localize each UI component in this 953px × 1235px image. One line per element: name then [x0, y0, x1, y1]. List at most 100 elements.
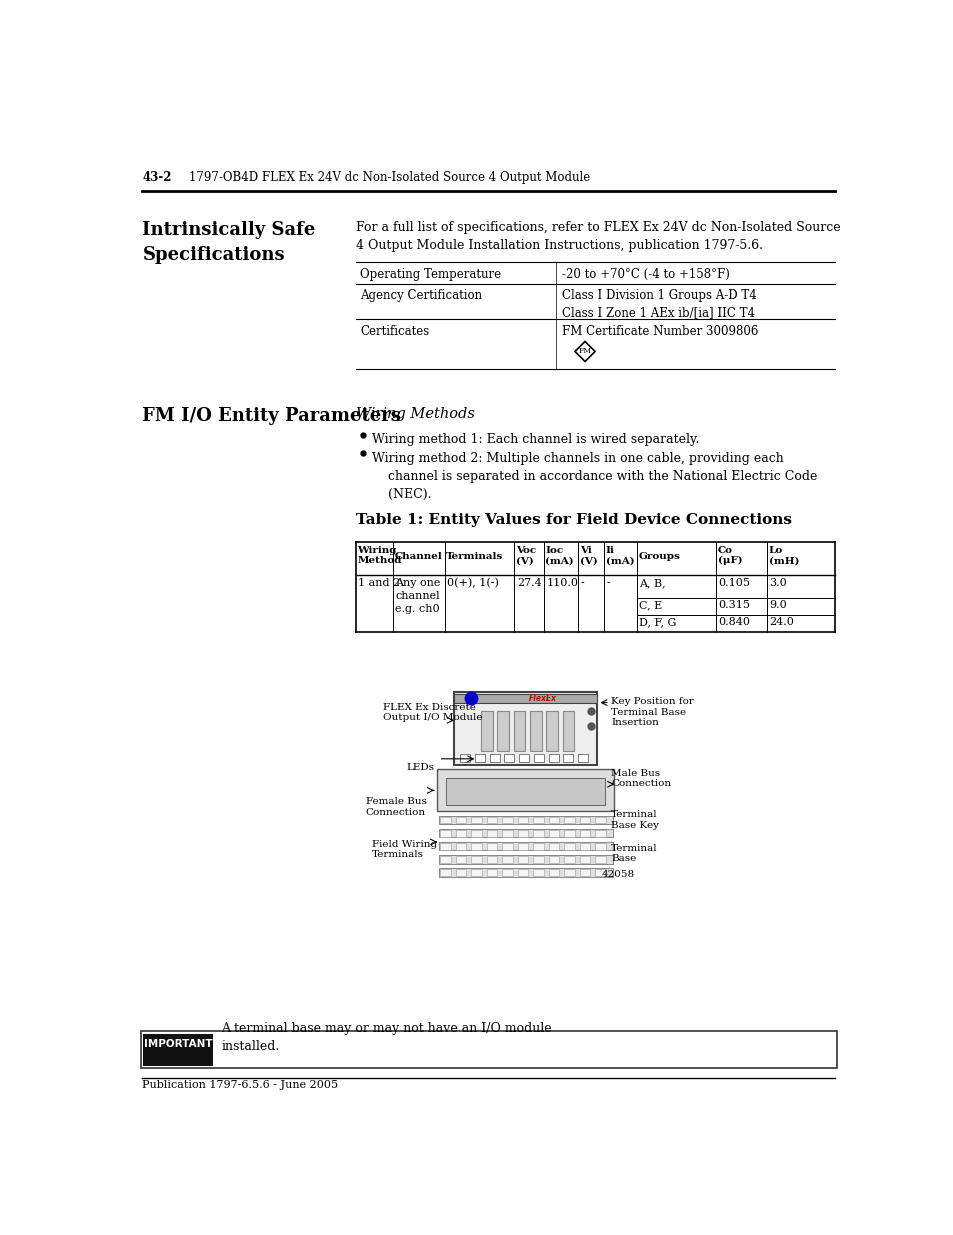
Text: 9.0: 9.0	[769, 600, 786, 610]
Text: Key Position for
Terminal Base
Insertion: Key Position for Terminal Base Insertion	[611, 698, 694, 727]
FancyBboxPatch shape	[579, 869, 590, 876]
FancyBboxPatch shape	[579, 842, 590, 850]
Text: 1 and 2: 1 and 2	[357, 578, 399, 588]
Text: 3.0: 3.0	[769, 578, 786, 588]
FancyBboxPatch shape	[471, 869, 481, 876]
FancyBboxPatch shape	[517, 816, 528, 824]
FancyBboxPatch shape	[456, 869, 466, 876]
FancyBboxPatch shape	[454, 694, 597, 704]
Text: -20 to +70°C (-4 to +158°F): -20 to +70°C (-4 to +158°F)	[561, 268, 729, 280]
FancyBboxPatch shape	[517, 830, 528, 836]
FancyBboxPatch shape	[595, 816, 605, 824]
FancyBboxPatch shape	[579, 830, 590, 836]
FancyBboxPatch shape	[563, 842, 575, 850]
FancyBboxPatch shape	[563, 816, 575, 824]
FancyBboxPatch shape	[480, 711, 493, 751]
Text: 42058: 42058	[600, 869, 634, 878]
FancyBboxPatch shape	[562, 755, 573, 762]
Text: Channel: Channel	[394, 552, 441, 561]
FancyBboxPatch shape	[489, 755, 499, 762]
Text: Co: Co	[717, 546, 732, 556]
FancyBboxPatch shape	[471, 842, 481, 850]
Text: 27.4: 27.4	[517, 578, 541, 588]
FancyBboxPatch shape	[454, 692, 597, 764]
Text: Any one
channel
e.g. ch0: Any one channel e.g. ch0	[395, 578, 440, 614]
Text: Ii: Ii	[605, 546, 614, 556]
Text: (V): (V)	[579, 556, 597, 566]
Text: Wiring method 2: Multiple channels in one cable, providing each
    channel is s: Wiring method 2: Multiple channels in on…	[372, 452, 817, 500]
FancyBboxPatch shape	[438, 855, 612, 863]
FancyBboxPatch shape	[563, 856, 575, 863]
FancyBboxPatch shape	[471, 830, 481, 836]
Text: Publication 1797-6.5.6 - June 2005: Publication 1797-6.5.6 - June 2005	[142, 1079, 338, 1089]
Text: (mA): (mA)	[605, 556, 634, 566]
Text: Table 1: Entity Values for Field Device Connections: Table 1: Entity Values for Field Device …	[355, 514, 791, 527]
FancyBboxPatch shape	[438, 829, 612, 837]
Text: 24.0: 24.0	[769, 618, 794, 627]
FancyBboxPatch shape	[517, 856, 528, 863]
FancyBboxPatch shape	[534, 755, 543, 762]
FancyBboxPatch shape	[533, 816, 543, 824]
FancyBboxPatch shape	[533, 869, 543, 876]
Text: (V): (V)	[516, 556, 534, 566]
FancyBboxPatch shape	[501, 869, 513, 876]
Text: Female Bus
Connection: Female Bus Connection	[365, 798, 426, 816]
FancyBboxPatch shape	[456, 816, 466, 824]
Text: Terminals: Terminals	[446, 552, 503, 561]
FancyBboxPatch shape	[563, 869, 575, 876]
Text: A terminal base may or may not have an I/O module
installed.: A terminal base may or may not have an I…	[221, 1023, 552, 1053]
FancyBboxPatch shape	[486, 842, 497, 850]
FancyBboxPatch shape	[501, 856, 513, 863]
FancyBboxPatch shape	[513, 711, 525, 751]
FancyBboxPatch shape	[439, 816, 451, 824]
FancyBboxPatch shape	[548, 869, 558, 876]
Text: Agency Certification: Agency Certification	[360, 289, 482, 303]
FancyBboxPatch shape	[471, 856, 481, 863]
FancyBboxPatch shape	[436, 769, 614, 811]
FancyBboxPatch shape	[501, 830, 513, 836]
FancyBboxPatch shape	[595, 869, 605, 876]
FancyBboxPatch shape	[471, 816, 481, 824]
FancyBboxPatch shape	[439, 830, 451, 836]
Text: Terminal
Base Key: Terminal Base Key	[611, 810, 659, 830]
FancyBboxPatch shape	[486, 816, 497, 824]
FancyBboxPatch shape	[563, 830, 575, 836]
FancyBboxPatch shape	[459, 755, 470, 762]
FancyBboxPatch shape	[446, 778, 604, 805]
Text: FlexEx: FlexEx	[529, 694, 557, 703]
Text: Groups: Groups	[638, 552, 679, 561]
Text: Intrinsically Safe
Specifications: Intrinsically Safe Specifications	[142, 221, 315, 264]
Text: (mA): (mA)	[545, 556, 574, 566]
Text: (μF): (μF)	[717, 556, 741, 566]
FancyBboxPatch shape	[439, 869, 451, 876]
FancyBboxPatch shape	[438, 868, 612, 877]
Text: Male Bus
Connection: Male Bus Connection	[611, 769, 671, 788]
FancyBboxPatch shape	[517, 869, 528, 876]
Text: Wiring Methods: Wiring Methods	[355, 406, 474, 421]
FancyBboxPatch shape	[548, 842, 558, 850]
FancyBboxPatch shape	[546, 711, 558, 751]
FancyBboxPatch shape	[595, 842, 605, 850]
Text: For a full list of specifications, refer to FLEX Ex 24V dc Non-Isolated Source
4: For a full list of specifications, refer…	[355, 221, 840, 252]
Text: FM I/O Entity Parameters: FM I/O Entity Parameters	[142, 406, 401, 425]
FancyBboxPatch shape	[486, 856, 497, 863]
Text: Ioc: Ioc	[545, 546, 563, 556]
Text: Wiring: Wiring	[356, 546, 396, 556]
Text: C, E: C, E	[639, 600, 661, 610]
Text: 110.0: 110.0	[546, 578, 578, 588]
Text: Field Wiring
Terminals: Field Wiring Terminals	[372, 840, 436, 860]
Text: Certificates: Certificates	[360, 325, 429, 337]
FancyBboxPatch shape	[501, 842, 513, 850]
FancyBboxPatch shape	[486, 830, 497, 836]
FancyBboxPatch shape	[518, 755, 529, 762]
FancyBboxPatch shape	[548, 816, 558, 824]
Text: Terminal
Base: Terminal Base	[611, 844, 658, 863]
FancyBboxPatch shape	[486, 869, 497, 876]
Text: -: -	[606, 578, 610, 588]
FancyBboxPatch shape	[517, 842, 528, 850]
Text: 1797-OB4D FLEX Ex 24V dc Non-Isolated Source 4 Output Module: 1797-OB4D FLEX Ex 24V dc Non-Isolated So…	[189, 170, 590, 184]
FancyBboxPatch shape	[456, 830, 466, 836]
Text: IMPORTANT: IMPORTANT	[144, 1040, 213, 1050]
Text: Lo: Lo	[768, 546, 782, 556]
FancyBboxPatch shape	[143, 1034, 213, 1066]
